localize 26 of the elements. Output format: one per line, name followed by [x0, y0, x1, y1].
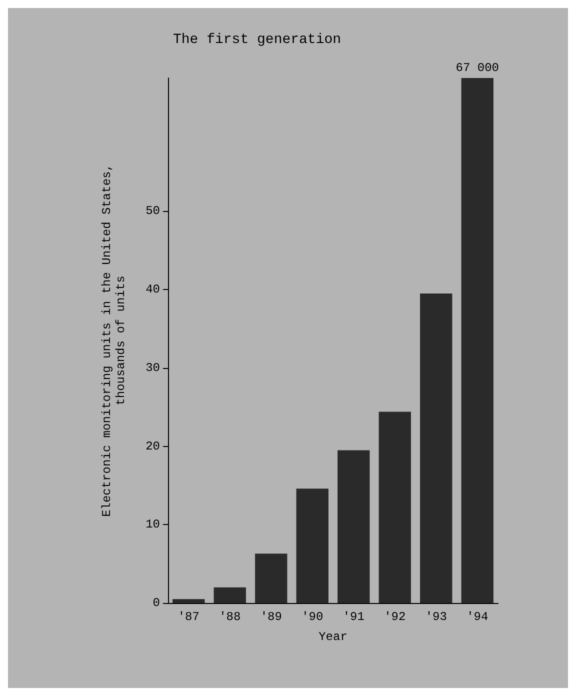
- y-tick-label: 50: [146, 204, 160, 218]
- annotation: 67 000: [456, 61, 499, 75]
- bar: [296, 488, 328, 603]
- y-tick-label: 20: [146, 439, 160, 454]
- y-tick-label: 30: [146, 360, 160, 375]
- x-tick-label: '94: [466, 610, 488, 624]
- x-tick-label: '90: [302, 610, 324, 624]
- bar: [338, 450, 370, 603]
- x-tick-label: '88: [219, 610, 241, 624]
- bar: [420, 293, 452, 603]
- bar: [172, 599, 205, 603]
- bar: [255, 554, 288, 603]
- x-axis-title: Year: [318, 630, 348, 644]
- x-tick-label: '92: [384, 610, 406, 624]
- bar: [461, 78, 494, 603]
- y-axis-title: Electronic monitoring units in the United States, thousands of units: [100, 164, 128, 517]
- chart-title: The first generation: [173, 32, 342, 48]
- x-tick-label: '87: [178, 610, 200, 624]
- bar: [214, 587, 246, 603]
- x-tick-label: '89: [260, 610, 282, 624]
- y-tick-label: 40: [146, 282, 160, 297]
- y-tick-label: 10: [146, 518, 160, 532]
- x-tick-label: '93: [425, 610, 447, 624]
- bar: [378, 412, 411, 603]
- y-tick-label: 0: [152, 596, 160, 610]
- x-tick-label: '91: [342, 610, 364, 624]
